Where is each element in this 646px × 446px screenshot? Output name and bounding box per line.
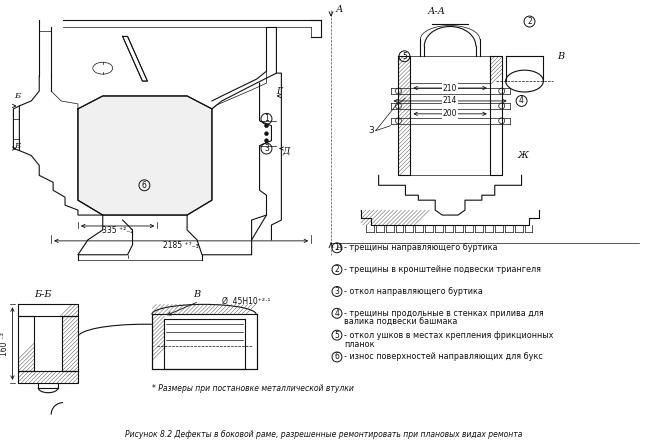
Text: - износ поверхностей направляющих для букс: - износ поверхностей направляющих для бу… [344,352,543,361]
Text: 335 ⁺²₋₂: 335 ⁺²₋₂ [102,227,133,235]
Text: А: А [336,244,343,252]
Text: - откол ушков в местах крепления фрикционных: - откол ушков в местах крепления фрикцио… [344,330,553,340]
Text: Б-Б: Б-Б [34,290,52,299]
Text: 6: 6 [142,181,147,190]
Circle shape [264,124,269,128]
Polygon shape [18,316,34,371]
Text: 6: 6 [335,352,339,361]
Text: 214: 214 [443,96,457,105]
Text: 210: 210 [443,83,457,92]
Text: Д: Д [283,146,290,155]
Text: - откол направляющего буртика: - откол направляющего буртика [344,287,483,296]
Text: 5: 5 [335,330,339,340]
Text: * Размеры при постановке металлической втулки: * Размеры при постановке металлической в… [152,384,354,393]
Text: А: А [336,5,343,14]
Text: - трещины в кронштейне подвески триангеля: - трещины в кронштейне подвески триангел… [344,265,541,274]
Text: - трещины направляющего буртика: - трещины направляющего буртика [344,244,497,252]
Text: Г: Г [276,87,282,95]
Polygon shape [490,56,502,175]
Text: В: В [557,52,565,61]
Text: 2: 2 [527,17,532,26]
Polygon shape [152,314,256,369]
Text: В: В [193,290,201,299]
Text: Б: Б [14,141,21,149]
Text: 2185 ⁺⁷₋₃: 2185 ⁺⁷₋₃ [163,241,199,250]
Text: 4: 4 [519,96,524,105]
Text: А-А: А-А [427,7,445,16]
Text: 1: 1 [264,114,269,123]
Text: 1: 1 [335,244,339,252]
Text: 3: 3 [368,126,373,135]
Text: валика подвески башмака: валика подвески башмака [344,318,457,327]
Polygon shape [18,371,78,383]
Text: 4: 4 [335,309,339,318]
Text: 5: 5 [402,52,407,61]
Polygon shape [62,316,78,371]
Circle shape [264,132,269,136]
Polygon shape [399,56,410,175]
Text: - трещины продольные в стенках прилива для: - трещины продольные в стенках прилива д… [344,309,544,318]
Text: 3: 3 [264,144,269,153]
Text: 2: 2 [335,265,339,274]
Circle shape [264,139,269,143]
Polygon shape [18,304,78,316]
Text: 200: 200 [443,109,457,118]
Text: 160 ⁻²: 160 ⁻² [0,331,9,355]
Text: планок: планок [344,339,375,349]
Text: Ø  45H10⁺²·¹: Ø 45H10⁺²·¹ [222,297,270,306]
Text: Рисунок 8.2 Дефекты в боковой раме, разрешенные ремонтировать при плановых видах: Рисунок 8.2 Дефекты в боковой раме, разр… [125,430,523,439]
Text: 3: 3 [335,287,339,296]
Polygon shape [78,96,212,215]
Polygon shape [123,37,147,81]
Text: Ж: Ж [517,151,528,160]
Text: Б: Б [14,92,21,100]
